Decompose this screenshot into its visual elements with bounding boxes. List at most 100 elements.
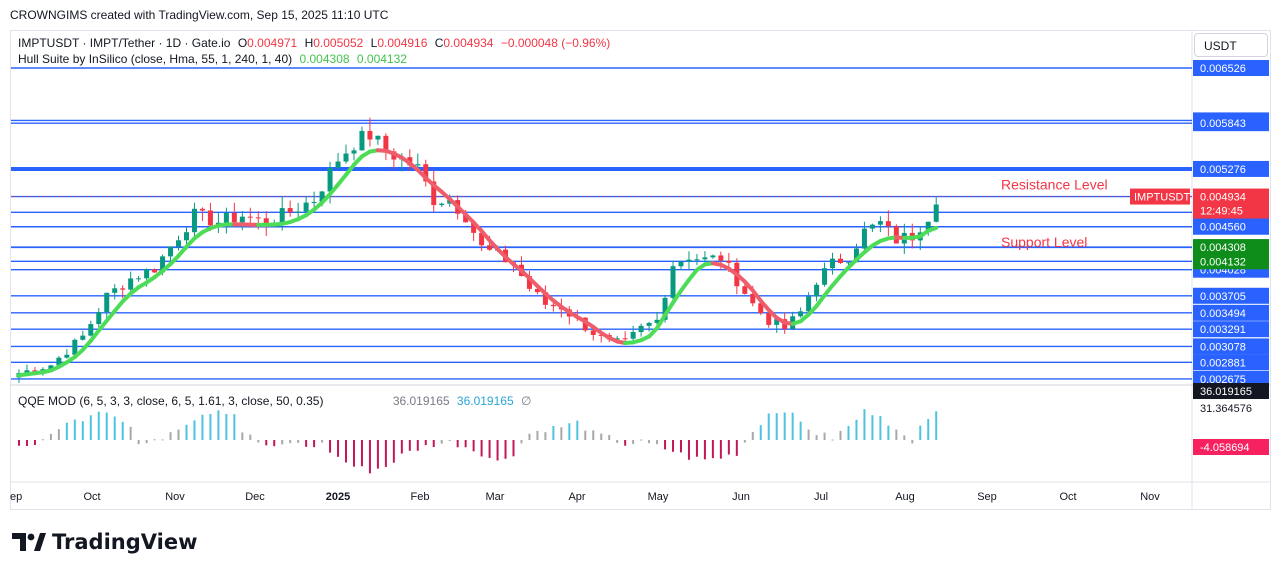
candle-body <box>128 278 134 290</box>
close-label: C <box>434 36 444 50</box>
qqe-bar <box>711 440 714 459</box>
hull-segment <box>344 162 356 177</box>
qqe-bar <box>464 440 467 448</box>
qqe-bar <box>81 421 84 440</box>
hull-segment <box>750 288 763 303</box>
qqe-value-1: 36.019165 <box>392 394 450 408</box>
candle-body <box>758 303 764 313</box>
qqe-bar <box>624 440 627 446</box>
hull-segment <box>336 172 349 187</box>
symbol-legend[interactable]: IMPTUSDT · IMPT/Tether · 1D · Gate.io O0… <box>18 36 614 50</box>
qqe-bar <box>400 440 403 454</box>
time-axis-label: Nov <box>1140 491 1160 503</box>
qqe-legend[interactable]: QQE MOD (6, 5, 3, 3, close, 6, 5, 1.61, … <box>18 394 535 408</box>
candle-body <box>144 269 150 279</box>
qqe-bar <box>281 440 284 445</box>
price-axis-label: 0.002675 <box>1200 374 1246 386</box>
candle-body <box>877 221 883 225</box>
qqe-bar <box>392 440 395 463</box>
candle-body <box>598 334 604 336</box>
qqe-bar <box>368 440 371 474</box>
countdown-label: 12:49:45 <box>1200 206 1243 218</box>
hull-axis-badge <box>1193 253 1269 270</box>
hull-value-2: 0.004132 <box>356 52 407 66</box>
candle-body <box>718 255 724 261</box>
qqe-bar <box>799 421 802 440</box>
qqe-bar <box>831 439 834 441</box>
qqe-bar <box>217 410 220 440</box>
time-axis-label: 2025 <box>326 491 350 503</box>
candle-body <box>303 202 309 212</box>
qqe-bar <box>552 426 555 440</box>
qqe-bar <box>847 425 850 440</box>
qqe-bar <box>496 440 499 461</box>
candle-body <box>327 167 333 192</box>
candle-body <box>798 311 804 317</box>
qqe-bar <box>927 418 930 440</box>
qqe-bar <box>576 420 579 440</box>
tradingview-logo[interactable]: TradingView <box>12 530 197 554</box>
qqe-bar <box>41 439 44 441</box>
qqe-bar <box>345 440 348 463</box>
candle-body <box>774 319 780 325</box>
qqe-bar <box>504 440 507 459</box>
hull-segment <box>479 229 492 243</box>
qqe-label[interactable]: QQE MOD (6, 5, 3, 3, close, 6, 5, 1.61, … <box>18 394 324 408</box>
qqe-bar <box>297 440 300 443</box>
qqe-bar <box>265 440 268 446</box>
time-axis-label: Oct <box>1059 491 1076 503</box>
qqe-bar <box>25 440 28 446</box>
qqe-bar <box>775 413 778 440</box>
qqe-bar <box>49 433 52 440</box>
candle-body <box>431 181 437 206</box>
qqe-bar <box>352 440 355 467</box>
candle-body <box>207 210 213 226</box>
qqe-bar <box>863 409 866 440</box>
qqe-bar <box>201 414 204 440</box>
price-axis-badge <box>1193 218 1269 235</box>
candle-body <box>311 201 317 203</box>
qqe-bar <box>145 440 148 444</box>
qqe-bar <box>791 412 794 440</box>
qqe-bar <box>823 432 826 440</box>
hull-value-1: 0.004308 <box>299 52 350 66</box>
candle-body <box>375 135 381 140</box>
candle-body <box>534 288 540 293</box>
qqe-bar <box>767 413 770 440</box>
qqe-bar <box>839 430 842 440</box>
candle-body <box>853 248 859 263</box>
qqe-bar <box>735 440 738 456</box>
candle-body <box>694 259 700 261</box>
qqe-axis-label: -4.058694 <box>1200 442 1250 454</box>
qqe-bar <box>321 440 324 443</box>
candle-body <box>24 370 30 373</box>
qqe-bar <box>33 440 36 445</box>
symbol-description[interactable]: IMPTUSDT · IMPT/Tether · 1D · Gate.io <box>18 36 231 50</box>
qqe-bar <box>855 419 858 440</box>
qqe-bar <box>911 440 914 444</box>
time-axis-label: Apr <box>568 491 585 503</box>
candle-body <box>550 304 556 307</box>
qqe-bar <box>783 412 786 440</box>
qqe-bar <box>719 440 722 459</box>
candle-body <box>104 292 110 313</box>
hull-label[interactable]: Hull Suite by InSilico (close, Hma, 55, … <box>18 52 293 66</box>
qqe-bar <box>177 429 180 440</box>
qqe-bar <box>233 414 236 440</box>
qqe-bar <box>440 440 443 444</box>
high-value: 0.005052 <box>313 36 364 50</box>
hull-segment <box>655 313 668 331</box>
qqe-bar <box>536 430 539 440</box>
qqe-bar <box>528 433 531 440</box>
hull-segment <box>686 267 699 282</box>
hull-segment <box>96 318 109 333</box>
qqe-bar <box>257 440 260 443</box>
hull-legend[interactable]: Hull Suite by InSilico (close, Hma, 55, … <box>18 52 411 66</box>
qqe-bar <box>448 440 451 441</box>
qqe-bar <box>18 440 20 446</box>
candle-body <box>933 204 939 222</box>
currency-selector[interactable]: USDT <box>1194 33 1268 57</box>
price-axis-label: 0.005276 <box>1200 164 1246 176</box>
qqe-bar <box>919 425 922 440</box>
